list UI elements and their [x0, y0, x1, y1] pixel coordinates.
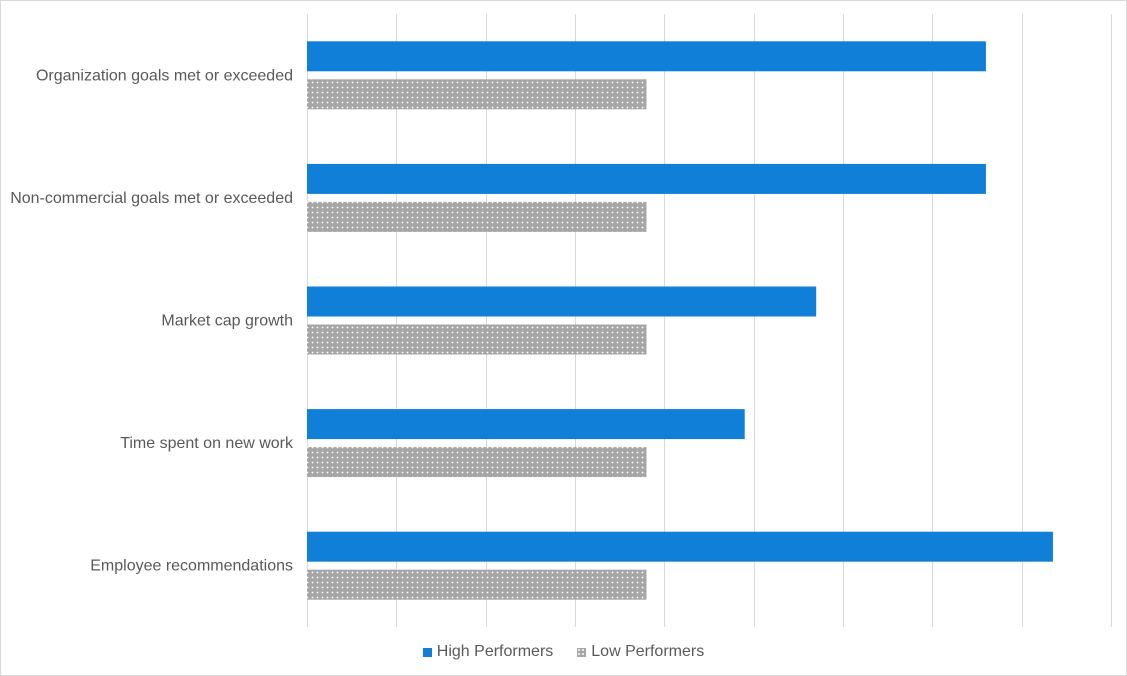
bars: [307, 41, 1053, 600]
legend-swatch-low: [577, 647, 587, 657]
legend-swatch-high: [422, 647, 432, 657]
legend-item-high: High Performers: [422, 643, 554, 661]
category-label-1: Non-commercial goals met or exceeded: [10, 190, 293, 207]
bar-high-1: [307, 163, 986, 194]
category-labels: Organization goals met or exceeded Non-co…: [10, 67, 294, 574]
category-label-2: Market cap growth: [161, 313, 293, 330]
bar-high-4: [307, 531, 1053, 562]
bar-low-1: [307, 201, 647, 232]
legend-item-low: Low Performers: [577, 643, 704, 661]
gridlines: [307, 14, 1112, 627]
bar-high-3: [307, 409, 745, 440]
bar-high-2: [307, 286, 817, 317]
bar-low-0: [307, 79, 647, 110]
bar-high-0: [307, 41, 986, 72]
category-label-0: Organization goals met or exceeded: [36, 67, 293, 84]
legend-label-low: Low Performers: [591, 643, 705, 660]
category-label-4: Employee recommendations: [90, 558, 293, 575]
legend-label-high: High Performers: [436, 643, 554, 660]
bar-low-3: [307, 447, 647, 478]
legend: High Performers Low Performers: [0, 643, 1127, 661]
category-label-3: Time spent on new work: [120, 435, 294, 452]
bar-low-4: [307, 569, 647, 600]
bar-low-2: [307, 324, 647, 355]
